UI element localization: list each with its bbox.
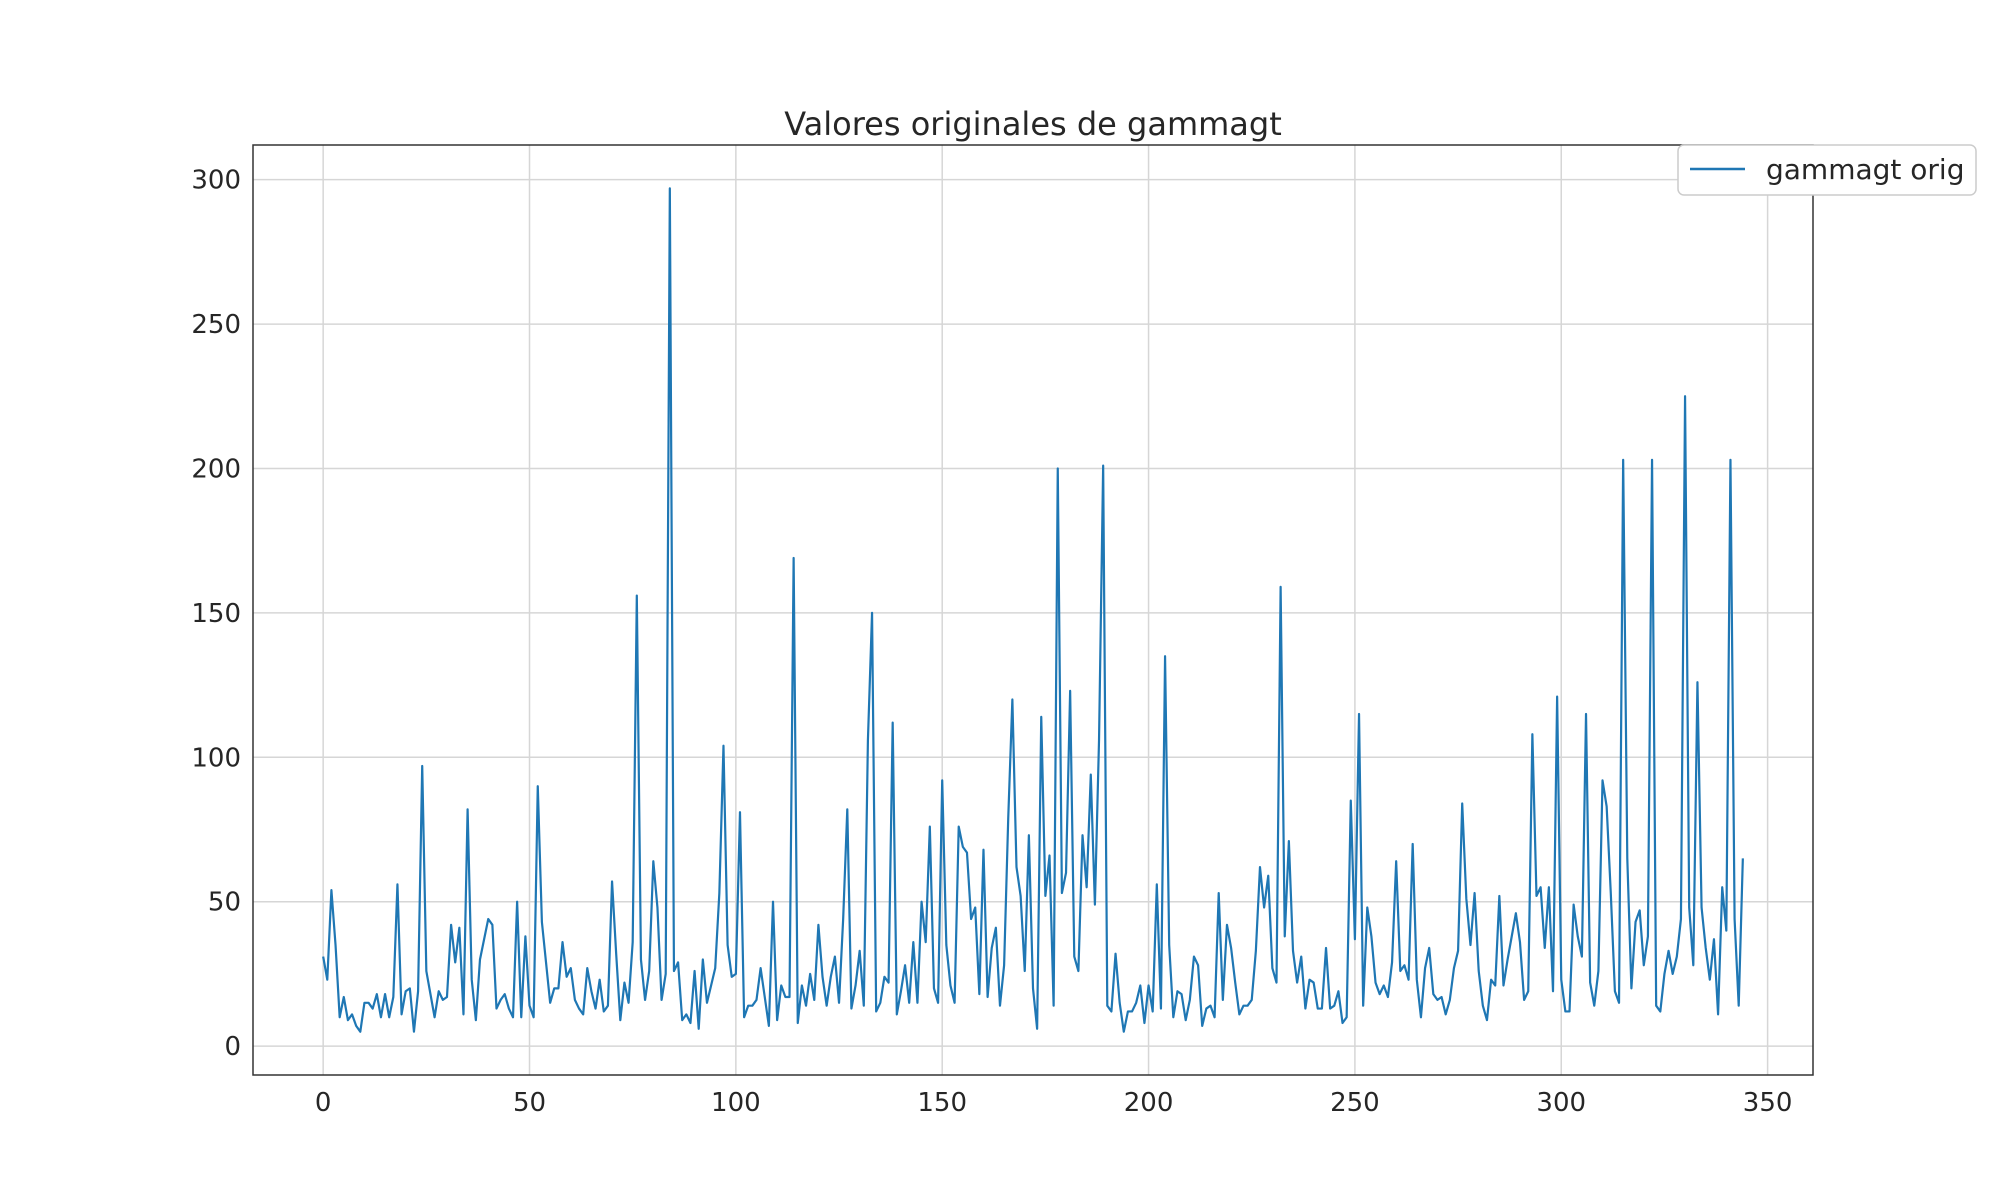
y-tick-label: 200 [191, 454, 241, 484]
x-tick-label: 50 [513, 1088, 546, 1118]
x-tick-label: 300 [1536, 1088, 1586, 1118]
y-tick-label: 250 [191, 310, 241, 340]
series-layer [322, 187, 1744, 1033]
tick-labels: 0 50 100 150 200 250 300 350 0 50 100 150 200 250 300 [191, 166, 1792, 1118]
plot-frame [252, 144, 1814, 1076]
x-tick-label: 350 [1743, 1088, 1793, 1118]
y-tick-label: 0 [224, 1032, 241, 1062]
x-tick-label: 0 [315, 1088, 332, 1118]
series-line-gammagt-orig [322, 187, 1744, 1033]
y-tick-label: 50 [208, 888, 241, 918]
legend-box [1677, 144, 1977, 196]
x-tick-label: 100 [711, 1088, 761, 1118]
y-tick-label: 100 [191, 743, 241, 773]
legend-label-gammagt-orig: gammagt orig [1766, 153, 1965, 186]
grid [253, 145, 1813, 1075]
chart-title: Valores originales de gammagt [784, 105, 1282, 143]
x-tick-label: 150 [917, 1088, 967, 1118]
legend: gammagt orig [1677, 144, 1977, 196]
x-tick-label: 200 [1124, 1088, 1174, 1118]
y-tick-label: 300 [191, 166, 241, 196]
y-tick-label: 150 [191, 599, 241, 629]
x-tick-label: 250 [1330, 1088, 1380, 1118]
